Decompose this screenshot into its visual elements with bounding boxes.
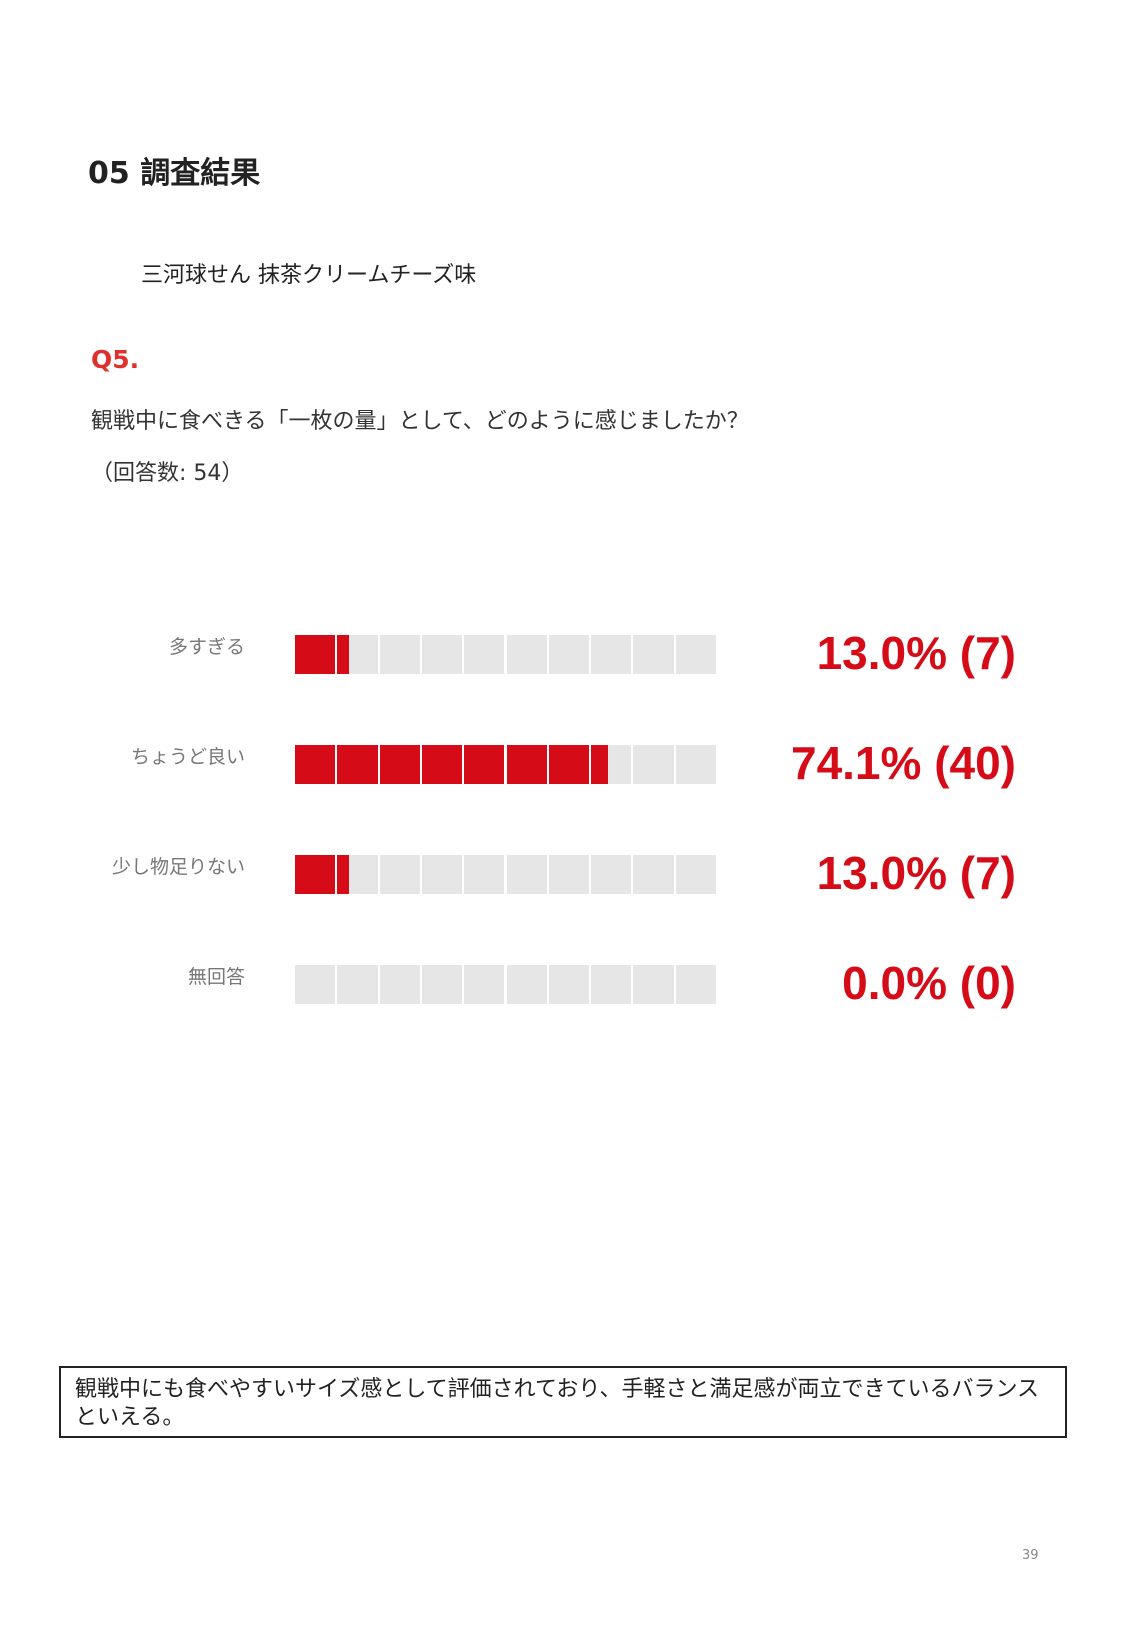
bar-segment bbox=[675, 745, 716, 784]
bar-fill bbox=[506, 745, 547, 784]
bar-segment bbox=[337, 965, 378, 1004]
bar-fill bbox=[421, 745, 463, 784]
bar bbox=[295, 855, 716, 894]
bar-segment bbox=[379, 745, 420, 784]
bar-segment bbox=[591, 855, 632, 894]
bar-segment bbox=[548, 855, 590, 894]
question-number: Q5. bbox=[91, 345, 140, 374]
category-label: 少し物足りない bbox=[111, 856, 245, 878]
bar-segment bbox=[548, 965, 590, 1004]
category-label: ちょうど良い bbox=[130, 746, 245, 768]
bar-segment bbox=[591, 745, 632, 784]
bar-segment bbox=[633, 745, 674, 784]
bar-fill bbox=[337, 855, 350, 894]
bar-segment bbox=[675, 965, 716, 1004]
bar bbox=[295, 745, 716, 784]
bar-segment bbox=[591, 965, 632, 1004]
bar-segment bbox=[337, 855, 378, 894]
bar-fill bbox=[295, 635, 336, 674]
bar bbox=[295, 965, 716, 1004]
summary-note: 観戦中にも食べやすいサイズ感として評価されており、手軽さと満足感が両立できている… bbox=[59, 1366, 1067, 1438]
bar-segment bbox=[506, 855, 547, 894]
bar-fill bbox=[548, 745, 590, 784]
bar-segment bbox=[295, 745, 336, 784]
category-label: 多すぎる bbox=[168, 636, 245, 658]
bar-segment bbox=[464, 745, 505, 784]
bar-segment bbox=[421, 965, 463, 1004]
bar-fill bbox=[337, 635, 350, 674]
bar-segment bbox=[548, 635, 590, 674]
bar-segment bbox=[506, 635, 547, 674]
bar-segment bbox=[421, 635, 463, 674]
bar-segment bbox=[464, 965, 505, 1004]
bar-segment bbox=[675, 855, 716, 894]
bar-fill bbox=[379, 745, 420, 784]
response-count: （回答数: 54） bbox=[91, 461, 244, 486]
bar-fill bbox=[464, 745, 505, 784]
bar-segment bbox=[295, 965, 336, 1004]
bar-segment bbox=[591, 635, 632, 674]
bar-fill bbox=[295, 855, 336, 894]
bar-segment bbox=[379, 855, 420, 894]
value-label: 13.0% (7) bbox=[816, 627, 1016, 679]
bar-segment bbox=[379, 635, 420, 674]
value-label: 13.0% (7) bbox=[816, 847, 1016, 899]
bar bbox=[295, 635, 716, 674]
bar-fill bbox=[591, 745, 608, 784]
bar-fill bbox=[337, 745, 378, 784]
page-title: 05 調査結果 bbox=[88, 156, 261, 191]
bar-segment bbox=[506, 745, 547, 784]
page-number: 39 bbox=[1022, 1548, 1039, 1563]
bar-segment bbox=[337, 635, 378, 674]
bar-segment bbox=[421, 745, 463, 784]
bar-segment bbox=[506, 965, 547, 1004]
bar-segment bbox=[379, 965, 420, 1004]
bar-segment bbox=[464, 635, 505, 674]
question-text: 観戦中に食べきる「一枚の量」として、どのように感じましたか？ bbox=[91, 409, 749, 434]
value-label: 74.1% (40) bbox=[790, 737, 1016, 789]
product-name: 三河球せん 抹茶クリームチーズ味 bbox=[141, 263, 477, 288]
category-label: 無回答 bbox=[187, 966, 245, 988]
value-label: 0.0% (0) bbox=[842, 957, 1016, 1009]
bar-segment bbox=[295, 855, 336, 894]
bar-segment bbox=[633, 635, 674, 674]
bar-segment bbox=[633, 965, 674, 1004]
bar-segment bbox=[337, 745, 378, 784]
bar-segment bbox=[464, 855, 505, 894]
bar-segment bbox=[295, 635, 336, 674]
bar-segment bbox=[675, 635, 716, 674]
bar-segment bbox=[548, 745, 590, 784]
bar-fill bbox=[295, 745, 336, 784]
bar-segment bbox=[421, 855, 463, 894]
bar-segment bbox=[633, 855, 674, 894]
